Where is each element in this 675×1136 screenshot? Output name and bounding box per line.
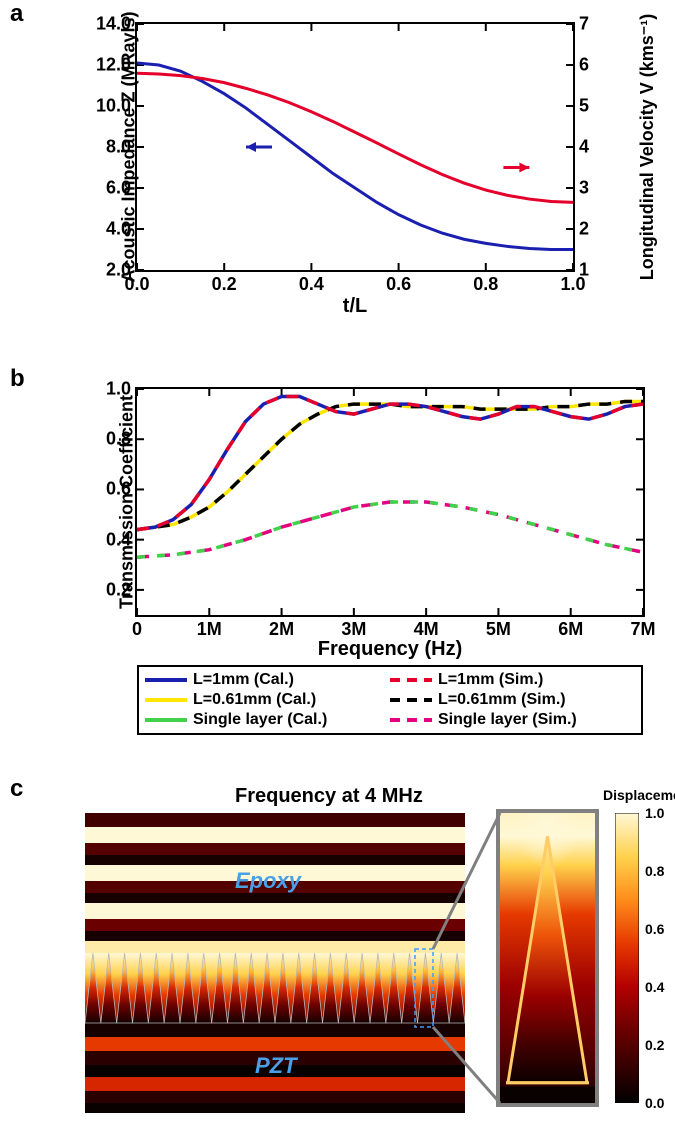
panel-b-ylabel: Transmission Coefficient [117,395,138,609]
plot-b-axes: Transmission Coefficient Frequency (Hz) … [135,387,645,617]
panel-a-label: a [10,0,23,28]
panel-b: Transmission Coefficient Frequency (Hz) … [55,375,655,735]
panel-b-label: b [10,365,25,393]
figure: a Acoustic Impedance Z (MRayls) Longitud… [0,0,675,1136]
epoxy-label: Epoxy [235,868,301,894]
panel-a: Acoustic Impedance Z (MRayls) Longitudin… [55,10,655,320]
panel-a-xlabel: t/L [343,295,367,318]
panel-b-svg [137,389,643,615]
plot-a-axes: Acoustic Impedance Z (MRayls) Longitudin… [135,22,575,272]
panel-c-main: Epoxy PZT [85,813,465,1113]
panel-b-legend: L=1mm (Cal.)L=1mm (Sim.)L=0.61mm (Cal.)L… [137,665,643,735]
panel-c-zoom-svg [500,813,595,1103]
panel-b-xlabel: Frequency (Hz) [318,638,462,661]
panel-a-svg [137,24,573,270]
colorbar [615,813,639,1103]
pzt-label: PZT [255,1053,297,1079]
panel-c-zoom [500,813,595,1103]
colorbar-title: Displacement [603,787,675,803]
panel-c: Frequency at 4 MHz Displacement Epoxy PZ… [55,785,665,1125]
panel-c-label: c [10,775,23,803]
colorbar-svg [615,813,639,1103]
panel-a-ylabel-right: Longitudinal Velocity V (kms⁻¹) [638,14,659,281]
panel-c-title: Frequency at 4 MHz [235,785,423,808]
